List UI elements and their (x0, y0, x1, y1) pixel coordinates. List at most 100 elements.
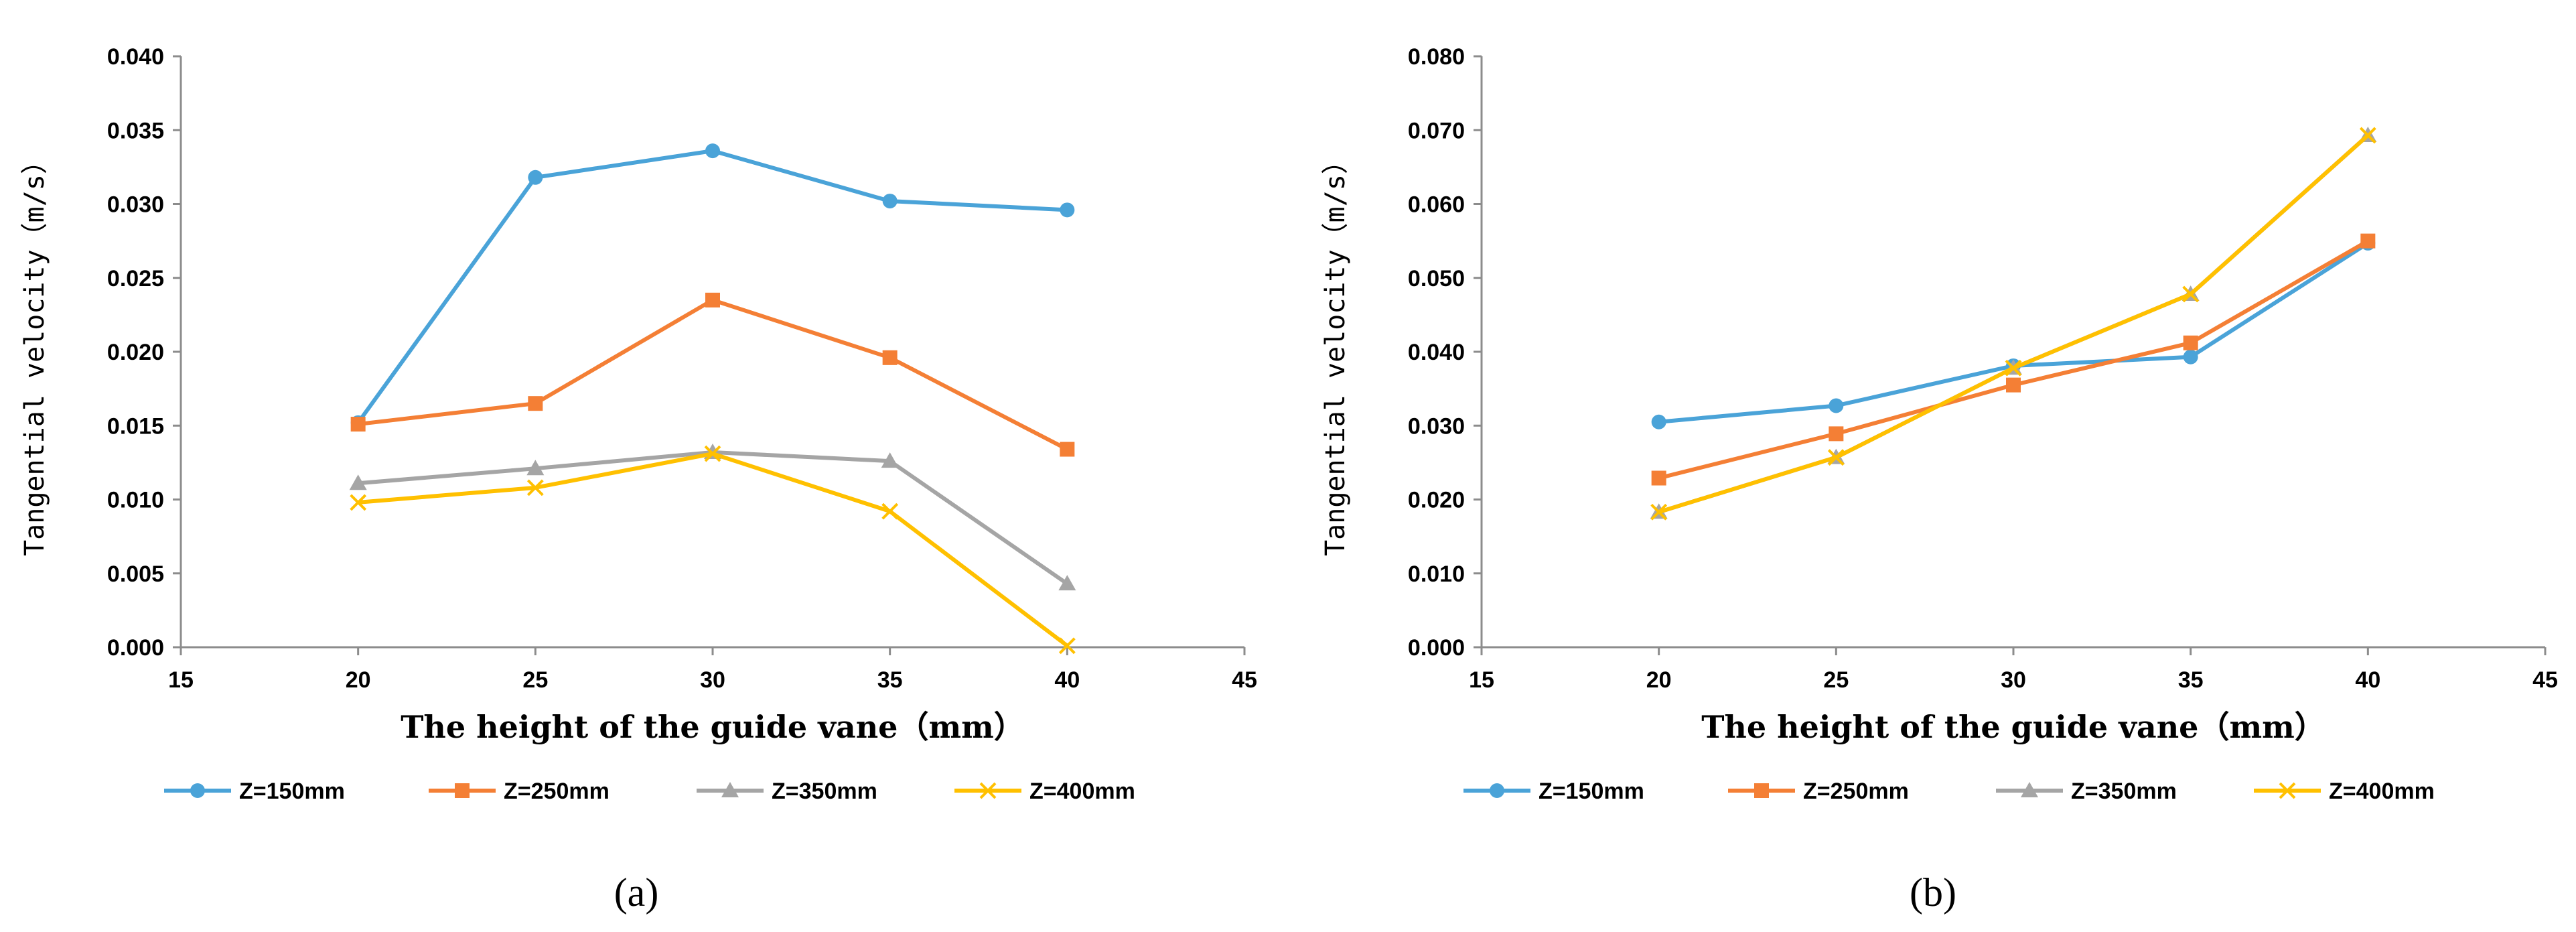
legend-label: Z=250mm (504, 779, 610, 804)
legend-marker (1754, 783, 1769, 798)
y-tick-label: 0.000 (107, 635, 164, 661)
data-point (526, 460, 545, 476)
y-tick-label: 0.025 (107, 266, 164, 291)
data-point (2005, 359, 2022, 377)
data-point (350, 417, 366, 432)
x-tick-label: 15 (1469, 667, 1494, 693)
data-point (2183, 349, 2198, 364)
panel-label: (a) (614, 870, 659, 915)
y-tick-label: 0.030 (1408, 413, 1465, 439)
data-point (350, 494, 367, 511)
data-point (705, 143, 720, 159)
data-point (2183, 335, 2198, 350)
legend-label: Z=250mm (1803, 779, 1909, 804)
series-Z=350mm (1650, 126, 2377, 519)
y-axis-label: Tangential velocity（m/s） (19, 147, 50, 556)
x-axis-label: The height of the guide vane（mm） (401, 709, 1025, 745)
data-point (1651, 414, 1666, 429)
legend-label: Z=400mm (2329, 779, 2435, 804)
chart-panel-1: 0.000 0.005 0.010 0.015 0.020 0.025 0.030 0.035… (19, 44, 1257, 915)
chart-panel-2: 0.000 0.010 0.020 0.030 0.040 0.050 0.060 0.070… (1320, 44, 2558, 915)
data-point (1829, 426, 1844, 442)
x-tick-label: 40 (2355, 667, 2380, 693)
x-tick-label: 30 (700, 667, 725, 693)
series-line (358, 297, 1068, 452)
legend-marker (979, 782, 997, 799)
panel-label: (b) (1910, 870, 1956, 915)
series-line (358, 452, 1069, 648)
series-line (356, 149, 1068, 424)
legend-label: Z=400mm (1029, 779, 1135, 804)
y-tick-label: 0.020 (1408, 488, 1465, 513)
data-point (882, 350, 898, 365)
legend-marker (190, 783, 205, 798)
series-line (1658, 133, 2370, 515)
data-point (2182, 285, 2200, 303)
legend-marker (721, 782, 739, 797)
series-line (1658, 241, 2369, 424)
data-point (526, 479, 544, 496)
y-tick-label: 0.050 (1408, 266, 1465, 291)
y-tick-label: 0.015 (107, 413, 164, 439)
series-Z=250mm (350, 292, 1075, 457)
x-tick-label: 35 (2178, 667, 2204, 693)
y-tick-label: 0.000 (1408, 635, 1465, 661)
data-point (881, 503, 899, 520)
x-axis-label: The height of the guide vane（mm） (1701, 709, 2325, 745)
series-Z=150mm (350, 143, 1075, 430)
series-Z=150mm (1651, 235, 2376, 429)
data-point (705, 292, 720, 308)
y-tick-label: 0.040 (1408, 340, 1465, 365)
y-tick-label: 0.070 (1408, 118, 1465, 143)
data-point (704, 445, 721, 462)
legend-label: Z=150mm (1539, 779, 1644, 804)
data-point (1060, 202, 1075, 218)
data-point (2006, 377, 2021, 393)
data-point (528, 170, 543, 185)
data-point (528, 396, 543, 411)
legend: Z=150mm Z=250mm Z=350mm Z=400mm (164, 779, 1135, 804)
data-point (2360, 233, 2376, 249)
legend-label: Z=350mm (772, 779, 877, 804)
legend-marker (455, 783, 470, 798)
y-axis-label: Tangential velocity（m/s） (1320, 147, 1351, 556)
legend-marker (2021, 782, 2038, 797)
data-point (1058, 575, 1076, 591)
data-point (1827, 449, 1845, 466)
x-tick-label: 45 (2532, 667, 2558, 693)
x-tick-label: 25 (522, 667, 548, 693)
series-Z=400mm (1650, 127, 2376, 521)
y-tick-label: 0.030 (107, 192, 164, 218)
data-point (1651, 470, 1666, 486)
data-point (1650, 503, 1668, 521)
y-tick-label: 0.005 (107, 561, 164, 587)
x-tick-label: 35 (877, 667, 903, 693)
legend: Z=150mm Z=250mm Z=350mm Z=400mm (1463, 779, 2435, 804)
y-tick-label: 0.060 (1408, 192, 1465, 218)
legend-marker (2279, 782, 2296, 799)
series-Z=400mm (350, 445, 1076, 655)
data-point (1058, 637, 1076, 655)
x-tick-label: 25 (1823, 667, 1849, 693)
y-tick-label: 0.080 (1408, 44, 1465, 70)
x-tick-label: 30 (2001, 667, 2026, 693)
y-tick-label: 0.035 (107, 118, 164, 143)
data-point (1060, 442, 1075, 457)
data-point (1829, 398, 1844, 413)
series-Z=250mm (1651, 233, 2376, 486)
data-point (881, 452, 899, 468)
y-tick-label: 0.010 (107, 488, 164, 513)
x-tick-label: 15 (168, 667, 194, 693)
y-tick-label: 0.020 (107, 340, 164, 365)
series-line (1658, 133, 2370, 515)
data-point (349, 474, 367, 490)
data-point (2359, 127, 2376, 144)
x-tick-label: 45 (1232, 667, 1257, 693)
legend-label: Z=350mm (2071, 779, 2177, 804)
x-tick-label: 40 (1054, 667, 1080, 693)
legend-marker (1490, 783, 1504, 798)
legend-label: Z=150mm (239, 779, 345, 804)
y-tick-label: 0.040 (107, 44, 164, 70)
data-point (882, 194, 898, 209)
